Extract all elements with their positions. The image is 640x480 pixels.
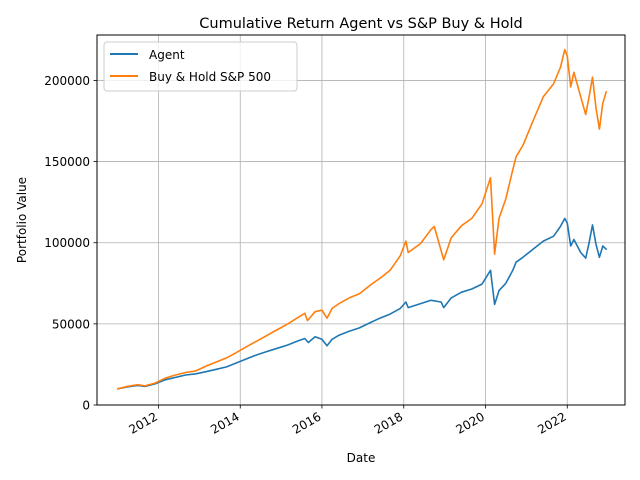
series-lines	[117, 48, 608, 390]
legend-frame	[103, 41, 298, 92]
y-tick-label: 100000	[44, 236, 90, 250]
y-tick-label: 50000	[52, 317, 90, 331]
legend: Agent Buy & Hold S&P 500	[103, 41, 298, 92]
y-tick-label: 200000	[44, 74, 90, 88]
x-axis-label: Date	[347, 451, 376, 465]
series-line-agent	[117, 217, 608, 390]
plot-frame	[96, 34, 626, 406]
y-axis-label: Portfolio Value	[15, 177, 29, 263]
grid	[97, 35, 625, 406]
chart-title: Cumulative Return Agent vs S&P Buy & Hol…	[199, 16, 522, 32]
y-tick-label: 150000	[44, 155, 90, 169]
legend-label-sp500: Buy & Hold S&P 500	[149, 70, 271, 84]
legend-label-agent: Agent	[149, 48, 185, 62]
y-axis: 0 50000 100000 150000 200000	[44, 74, 97, 413]
series-line-sp500	[117, 48, 608, 390]
y-tick-label: 0	[82, 399, 90, 413]
